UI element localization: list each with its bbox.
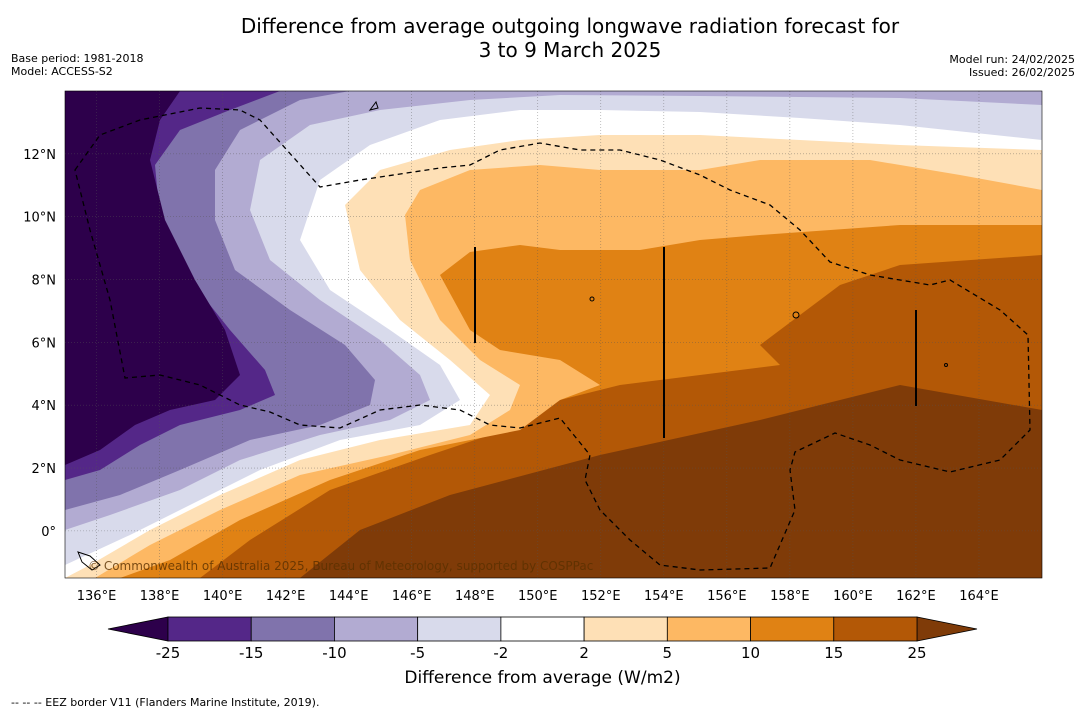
colorbar-segment [666, 616, 751, 642]
lat-tick-labels: 12°N 10°N 8°N 6°N 4°N 2°N 0° [23, 148, 56, 540]
colorbar-label: 5 [663, 644, 673, 662]
lon-tick-label: 150°E [518, 589, 558, 604]
meta-right: Model run: 24/02/2025 Issued: 26/02/2025 [949, 53, 1075, 79]
lon-tick-label: 152°E [581, 589, 621, 604]
colorbar-label: -15 [239, 644, 264, 662]
lat-tick-label: 0° [41, 525, 56, 540]
island-kosrae [944, 363, 948, 367]
colorbar-segment [583, 616, 668, 642]
colorbar-segment [417, 616, 502, 642]
colorbar-label: -2 [493, 644, 508, 662]
lon-tick-label: 140°E [203, 589, 243, 604]
colorbar-label: 2 [579, 644, 589, 662]
lat-tick-label: 6°N [32, 336, 57, 351]
anomaly-field [65, 91, 1042, 578]
colorbar-segment [250, 616, 335, 642]
colorbar-segment [334, 616, 419, 642]
lon-tick-label: 158°E [770, 589, 810, 604]
graticule [64, 90, 1043, 579]
marker-lines [474, 247, 917, 438]
colorbar-title: Difference from average (W/m2) [404, 668, 681, 688]
colorbar-arrow-right [916, 616, 978, 642]
colorbar-label: -25 [156, 644, 181, 662]
title-line-1: Difference from average outgoing longwav… [240, 14, 900, 38]
lon-tick-label: 160°E [833, 589, 873, 604]
meta-left: Base period: 1981-2018 Model: ACCESS-S2 [11, 52, 143, 78]
title-line-2: 3 to 9 March 2025 [478, 38, 662, 62]
colorbar: -25 -15 -10 -5 -2 2 5 10 15 25 [107, 616, 978, 662]
lon-tick-labels: 136°E 138°E 140°E 142°E 144°E 146°E 148°E 150°E… [77, 589, 999, 604]
lon-tick-label: 164°E [959, 589, 999, 604]
copyright-notice: © Commonwealth of Australia 2025, Bureau… [88, 559, 593, 573]
band-below-minus25 [65, 91, 240, 465]
lon-tick-label: 162°E [896, 589, 936, 604]
island-north [368, 100, 379, 111]
lat-tick-label: 4°N [32, 399, 57, 414]
island-outlines [77, 100, 948, 571]
lon-tick-label: 136°E [77, 589, 117, 604]
colorbar-segment [750, 616, 835, 642]
eez-palau-fsm-west [74, 107, 1031, 571]
colorbar-segment [167, 616, 252, 642]
plot-frame [64, 90, 1043, 579]
colorbar-segment [500, 616, 585, 642]
lat-tick-label: 10°N [23, 211, 56, 226]
lat-tick-label: 8°N [32, 274, 57, 289]
lon-tick-label: 142°E [266, 589, 306, 604]
lon-tick-label: 146°E [392, 589, 432, 604]
lon-tick-label: 148°E [455, 589, 495, 604]
lat-tick-label: 2°N [32, 462, 57, 477]
colorbar-label: -10 [322, 644, 347, 662]
island-chuuk [589, 296, 595, 302]
band-minus5-minus2 [65, 91, 1042, 565]
colorbar-label: -5 [410, 644, 425, 662]
lon-tick-label: 154°E [644, 589, 684, 604]
lon-tick-label: 144°E [329, 589, 369, 604]
eez-footnote: -- -- -- EEZ border V11 (Flanders Marine… [11, 696, 320, 709]
colorbar-arrow-left [107, 616, 169, 642]
model-run: Model run: 24/02/2025 [949, 53, 1075, 66]
base-period: Base period: 1981-2018 [11, 52, 144, 65]
lat-tick-label: 12°N [23, 148, 56, 163]
chart-title: Difference from average outgoing longwav… [0, 14, 1085, 62]
colorbar-label: 25 [907, 644, 926, 662]
model-name: Model: ACCESS-S2 [11, 65, 113, 78]
band-neutral [65, 91, 1042, 578]
colorbar-label: 15 [824, 644, 843, 662]
island-pohnpei [792, 311, 800, 319]
eez-borders [74, 107, 1031, 571]
lon-tick-label: 156°E [707, 589, 747, 604]
lon-tick-label: 138°E [140, 589, 180, 604]
colorbar-segment [833, 616, 918, 642]
colorbar-label: 10 [741, 644, 760, 662]
island-new-guinea-tip [77, 551, 101, 571]
issued-date: Issued: 26/02/2025 [968, 66, 1075, 79]
